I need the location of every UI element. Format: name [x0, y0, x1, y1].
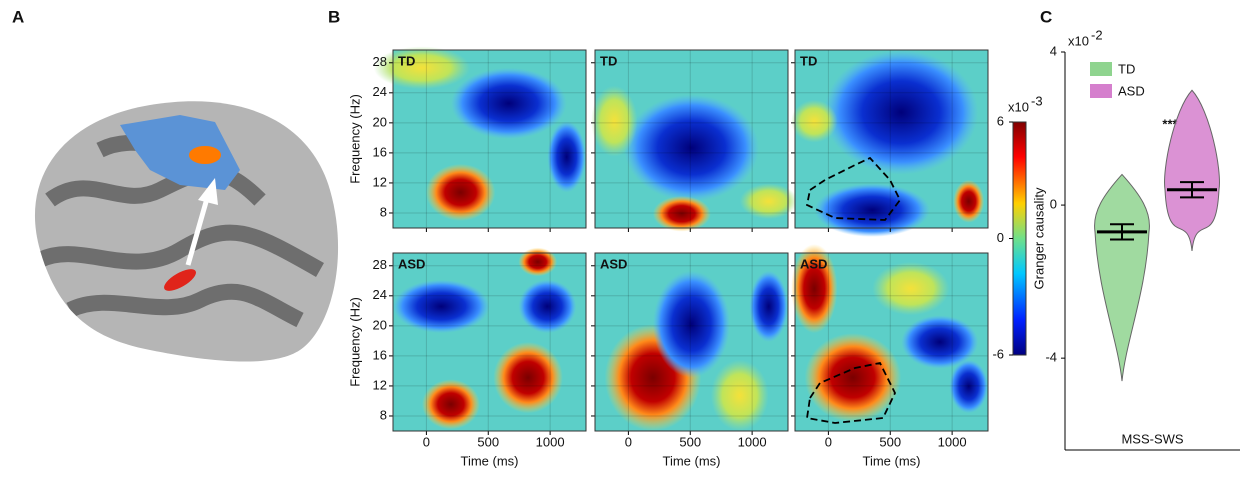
- frame: [794, 49, 989, 229]
- roi-outline: [805, 156, 902, 221]
- frame: [594, 252, 789, 432]
- y-tick-label: 28: [373, 54, 387, 69]
- violin: [1164, 89, 1220, 252]
- colorbar-tick-label: 0: [997, 230, 1004, 245]
- heatmap-blob: [450, 67, 567, 139]
- heatmap: 0 500 1000 ASD: [591, 252, 789, 449]
- heatmap-blob: [749, 270, 788, 342]
- y-tick-label: 8: [380, 407, 387, 422]
- x-axis-label: Time (ms): [862, 453, 920, 468]
- x-tick-label: 0: [825, 434, 832, 449]
- x-category: MSS-SWS: [1121, 431, 1183, 446]
- y-tick-label: 24: [373, 84, 387, 99]
- y-tick-label: 8: [380, 204, 387, 219]
- heatmap-blob: [518, 247, 558, 277]
- heatmap-blob: [373, 46, 471, 90]
- heatmap-blob: [901, 315, 979, 369]
- y-axis-label: Frequency (Hz): [347, 297, 362, 387]
- colorbar-scale-exp: -3: [1031, 93, 1043, 108]
- heatmap-blob: [710, 359, 769, 431]
- frame: [392, 49, 587, 229]
- x-tick-label: 0: [625, 434, 632, 449]
- legend-swatch: [1090, 62, 1112, 76]
- y-tick-label: 16: [373, 347, 387, 362]
- y-tick-label: 28: [373, 257, 387, 272]
- row-label: ASD: [600, 256, 627, 271]
- y-tick-label: -4: [1045, 350, 1057, 365]
- heatmap-blob: [421, 379, 480, 430]
- arrow: [185, 194, 211, 266]
- colorbar-scale: x10: [1008, 99, 1029, 114]
- y-tick-label: 0: [1050, 197, 1057, 212]
- heatmap-blob: [804, 333, 902, 423]
- y-tick-label: 12: [373, 174, 387, 189]
- x-tick-label: 500: [679, 434, 701, 449]
- heatmap: 8 12 16 20 24 28 TD: [373, 46, 587, 232]
- y-tick-label: 20: [373, 317, 387, 332]
- frame: [594, 49, 789, 229]
- heatmap: 0 500 1000 ASD: [791, 244, 989, 449]
- heatmap-blob: [652, 270, 731, 378]
- violin: [1094, 173, 1150, 382]
- heatmap-blob: [739, 183, 798, 220]
- brain-blob: [189, 146, 221, 164]
- x-tick-label: 500: [879, 434, 901, 449]
- heatmap-blob: [493, 342, 563, 414]
- y-tick-label: 4: [1050, 43, 1057, 58]
- row-label: ASD: [398, 256, 425, 271]
- heatmap-blob: [791, 99, 838, 143]
- row-label: TD: [600, 53, 617, 68]
- heatmap-blob: [814, 183, 931, 237]
- colorbar: [1012, 121, 1027, 356]
- brain-blob: [164, 269, 196, 291]
- row-label: TD: [800, 53, 817, 68]
- heatmap: TD: [591, 49, 798, 232]
- heatmap-blob: [949, 359, 988, 414]
- y-tick-label: 24: [373, 287, 387, 302]
- arrow: [198, 178, 218, 205]
- x-tick-label: 0: [423, 434, 430, 449]
- heatmap-blob: [591, 85, 638, 157]
- heatmap-blob: [425, 163, 496, 221]
- heatmap-blob: [393, 279, 490, 334]
- y-tick-label: 12: [373, 377, 387, 392]
- heatmap-blob: [652, 195, 711, 232]
- heatmap-blob: [823, 50, 979, 175]
- legend-label: ASD: [1118, 83, 1145, 98]
- panel-label: C: [1040, 7, 1052, 26]
- heatmap-blob: [953, 179, 985, 223]
- y-tick-label: 20: [373, 114, 387, 129]
- panel-label: A: [12, 7, 24, 26]
- x-axis-label: Time (ms): [460, 453, 518, 468]
- roi-outline: [805, 361, 897, 424]
- y-tick-label: 16: [373, 144, 387, 159]
- colorbar-tick-label: 6: [997, 113, 1004, 128]
- colorbar-tick-label: -6: [992, 346, 1004, 361]
- x-tick-label: 500: [477, 434, 499, 449]
- x-tick-label: 1000: [938, 434, 967, 449]
- frame: [794, 252, 989, 432]
- colorbar-label: Granger causality: [1031, 187, 1046, 289]
- x-tick-label: 1000: [738, 434, 767, 449]
- legend-swatch: [1090, 84, 1112, 98]
- heatmap-blob: [518, 279, 577, 334]
- brain: [34, 101, 339, 362]
- y-axis-label: Frequency (Hz): [347, 94, 362, 184]
- heatmap-blob: [623, 94, 760, 202]
- frame: [392, 252, 587, 432]
- y-scale-exp: -2: [1091, 27, 1103, 42]
- x-axis-label: Time (ms): [662, 453, 720, 468]
- y-scale: x10: [1068, 33, 1089, 48]
- legend-label: TD: [1118, 61, 1135, 76]
- heatmap-blob: [547, 121, 586, 193]
- row-label: TD: [398, 53, 415, 68]
- heatmap: TD: [791, 49, 989, 237]
- row-label: ASD: [800, 256, 827, 271]
- panel-label: B: [328, 7, 340, 26]
- x-tick-label: 1000: [536, 434, 565, 449]
- heatmap-blob: [872, 261, 950, 316]
- heatmap: 0 500 1000 8 12 16 20 24 28 ASD: [373, 247, 587, 449]
- heatmap-blob: [791, 244, 838, 334]
